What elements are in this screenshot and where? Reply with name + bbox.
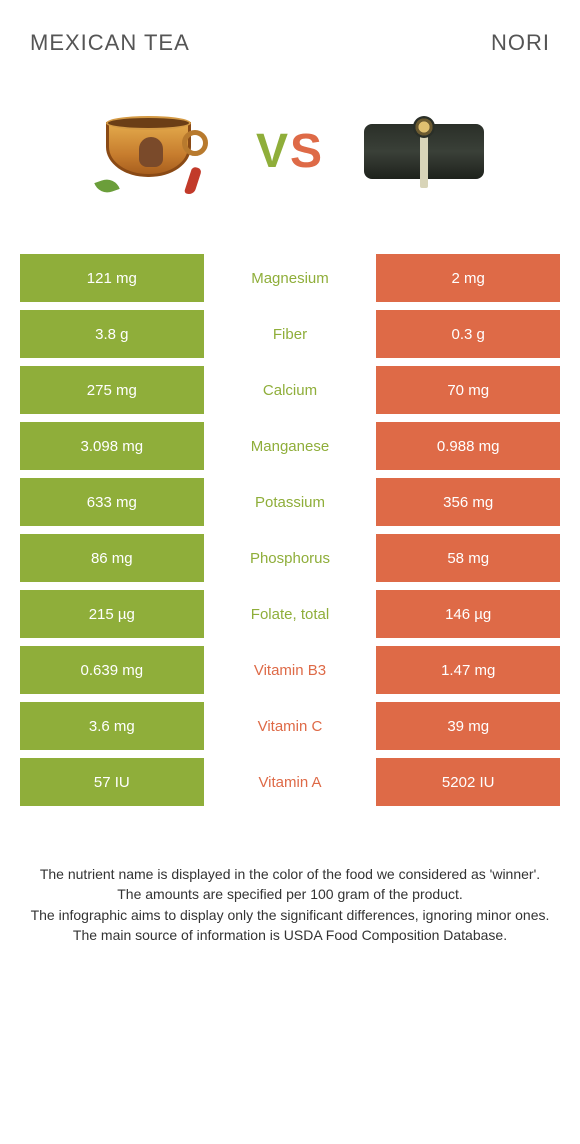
left-value-cell: 86 mg xyxy=(20,534,204,582)
right-value-cell: 0.988 mg xyxy=(376,422,560,470)
right-food-title: NORI xyxy=(491,30,550,56)
teacup-icon xyxy=(106,114,206,189)
table-row: 633 mgPotassium356 mg xyxy=(20,478,560,526)
right-food-image xyxy=(354,96,494,206)
right-value-cell: 58 mg xyxy=(376,534,560,582)
footer-line: The amounts are specified per 100 gram o… xyxy=(20,884,560,904)
nutrient-label-cell: Fiber xyxy=(204,310,377,358)
left-value-cell: 3.6 mg xyxy=(20,702,204,750)
table-row: 57 IUVitamin A5202 IU xyxy=(20,758,560,806)
right-value-cell: 356 mg xyxy=(376,478,560,526)
nutrient-label-cell: Vitamin C xyxy=(204,702,377,750)
nutrient-label-cell: Folate, total xyxy=(204,590,377,638)
nori-icon xyxy=(359,114,489,189)
left-value-cell: 121 mg xyxy=(20,254,204,302)
nutrient-label-cell: Vitamin B3 xyxy=(204,646,377,694)
left-value-cell: 275 mg xyxy=(20,366,204,414)
table-row: 3.098 mgManganese0.988 mg xyxy=(20,422,560,470)
table-row: 86 mgPhosphorus58 mg xyxy=(20,534,560,582)
right-value-cell: 146 µg xyxy=(376,590,560,638)
left-food-title: MEXICAN TEA xyxy=(30,30,190,56)
table-row: 3.8 gFiber0.3 g xyxy=(20,310,560,358)
right-value-cell: 70 mg xyxy=(376,366,560,414)
comparison-table: 121 mgMagnesium2 mg 3.8 gFiber0.3 g 275 mg… xyxy=(20,246,560,814)
right-value-cell: 5202 IU xyxy=(376,758,560,806)
left-food-image xyxy=(86,96,226,206)
left-value-cell: 215 µg xyxy=(20,590,204,638)
left-value-cell: 0.639 mg xyxy=(20,646,204,694)
vs-s-letter: S xyxy=(290,125,324,178)
right-value-cell: 1.47 mg xyxy=(376,646,560,694)
right-value-cell: 2 mg xyxy=(376,254,560,302)
table-row: 215 µgFolate, total146 µg xyxy=(20,590,560,638)
left-value-cell: 633 mg xyxy=(20,478,204,526)
table-row: 121 mgMagnesium2 mg xyxy=(20,254,560,302)
left-value-cell: 3.098 mg xyxy=(20,422,204,470)
nutrient-label-cell: Manganese xyxy=(204,422,377,470)
vs-v-letter: V xyxy=(256,125,290,178)
table-row: 0.639 mgVitamin B31.47 mg xyxy=(20,646,560,694)
nutrient-label-cell: Calcium xyxy=(204,366,377,414)
left-value-cell: 57 IU xyxy=(20,758,204,806)
left-value-cell: 3.8 g xyxy=(20,310,204,358)
table-row: 275 mgCalcium70 mg xyxy=(20,366,560,414)
vs-row: VS xyxy=(20,76,560,246)
footer-notes: The nutrient name is displayed in the co… xyxy=(20,814,560,945)
nutrient-label-cell: Magnesium xyxy=(204,254,377,302)
footer-line: The infographic aims to display only the… xyxy=(20,905,560,925)
header-row: MEXICAN TEA NORI xyxy=(20,30,560,76)
footer-line: The main source of information is USDA F… xyxy=(20,925,560,945)
table-row: 3.6 mgVitamin C39 mg xyxy=(20,702,560,750)
right-value-cell: 0.3 g xyxy=(376,310,560,358)
footer-line: The nutrient name is displayed in the co… xyxy=(20,864,560,884)
nutrient-label-cell: Potassium xyxy=(204,478,377,526)
nutrient-label-cell: Phosphorus xyxy=(204,534,377,582)
vs-label: VS xyxy=(256,124,324,179)
right-value-cell: 39 mg xyxy=(376,702,560,750)
nutrient-label-cell: Vitamin A xyxy=(204,758,377,806)
